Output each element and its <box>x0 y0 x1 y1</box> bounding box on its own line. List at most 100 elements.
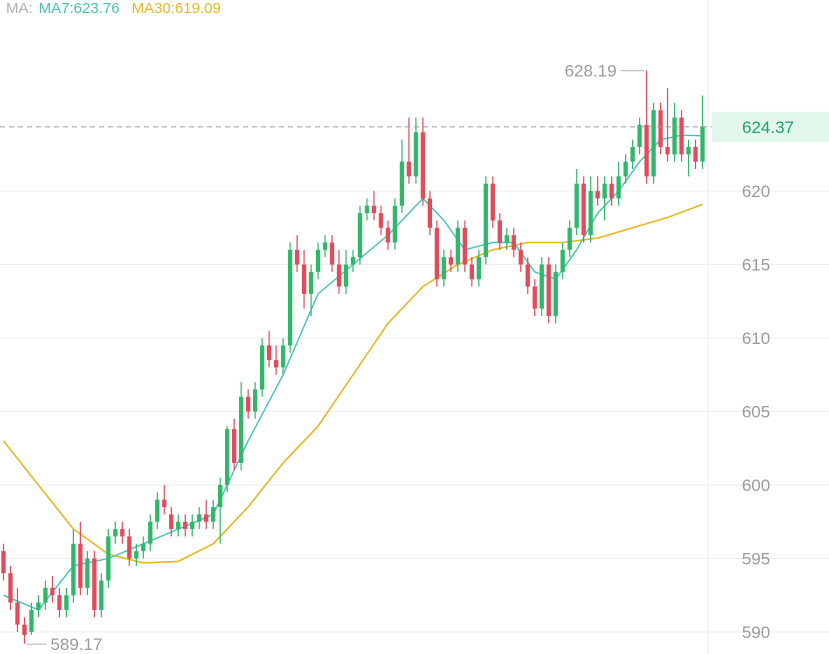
candle[interactable] <box>490 176 495 228</box>
candle[interactable] <box>483 176 488 265</box>
candle[interactable] <box>204 499 209 530</box>
candle[interactable] <box>448 249 454 272</box>
candle[interactable] <box>252 382 258 419</box>
candle[interactable] <box>106 529 111 588</box>
candle[interactable] <box>602 176 607 221</box>
candle[interactable] <box>197 507 202 530</box>
candle[interactable] <box>392 198 398 250</box>
candle[interactable] <box>287 242 293 353</box>
candle[interactable] <box>350 249 356 272</box>
candle[interactable] <box>148 514 153 552</box>
candle[interactable] <box>1 543 6 581</box>
candle[interactable] <box>162 484 167 515</box>
candle[interactable] <box>183 514 188 537</box>
candle[interactable] <box>15 587 20 632</box>
candle[interactable] <box>50 576 55 603</box>
candle[interactable] <box>616 161 621 206</box>
candle[interactable] <box>43 580 48 610</box>
candle[interactable] <box>259 338 265 397</box>
candle[interactable] <box>574 169 579 236</box>
candle[interactable] <box>532 279 537 316</box>
candle[interactable] <box>22 617 27 644</box>
candle[interactable] <box>427 191 433 236</box>
candle[interactable] <box>609 176 614 206</box>
candle[interactable] <box>336 249 342 294</box>
candle[interactable] <box>280 338 286 375</box>
candle[interactable] <box>630 139 635 170</box>
candle[interactable] <box>308 264 314 316</box>
candle[interactable] <box>651 102 656 184</box>
candle[interactable] <box>420 117 426 206</box>
candle[interactable] <box>120 521 125 544</box>
candle[interactable] <box>518 242 523 272</box>
candle[interactable] <box>686 139 691 177</box>
candle[interactable] <box>273 345 279 375</box>
candle[interactable] <box>211 499 216 530</box>
candle[interactable] <box>385 220 391 250</box>
candle[interactable] <box>476 249 481 287</box>
candle[interactable] <box>357 205 363 265</box>
candle[interactable] <box>266 330 272 368</box>
candle[interactable] <box>588 176 593 243</box>
candle[interactable] <box>141 536 146 559</box>
candle[interactable] <box>176 514 181 537</box>
candle[interactable] <box>581 176 586 243</box>
candle[interactable] <box>665 88 670 162</box>
candle[interactable] <box>155 492 160 530</box>
candle[interactable] <box>413 117 419 184</box>
candle[interactable] <box>64 587 69 618</box>
candle[interactable] <box>29 602 34 635</box>
candle[interactable] <box>462 220 468 272</box>
candle[interactable] <box>57 587 62 618</box>
candle[interactable] <box>434 220 440 287</box>
candle[interactable] <box>322 235 328 258</box>
candle[interactable] <box>455 220 461 272</box>
candle[interactable] <box>399 139 405 214</box>
candle[interactable] <box>378 205 384 236</box>
candle[interactable] <box>8 565 13 610</box>
candle[interactable] <box>637 117 642 155</box>
candle[interactable] <box>36 595 41 618</box>
candle[interactable] <box>553 264 558 324</box>
candle[interactable] <box>301 249 307 309</box>
candle[interactable] <box>693 139 698 170</box>
candle[interactable] <box>644 70 649 184</box>
candle[interactable] <box>364 198 370 221</box>
candle[interactable] <box>190 514 195 537</box>
candle[interactable] <box>560 242 565 280</box>
candle[interactable] <box>595 176 600 206</box>
candle[interactable] <box>700 95 705 170</box>
candle[interactable] <box>225 426 230 493</box>
candle[interactable] <box>99 573 104 618</box>
candle[interactable] <box>567 220 572 258</box>
candle[interactable] <box>441 249 447 287</box>
candle[interactable] <box>343 249 349 294</box>
candle[interactable] <box>658 102 663 155</box>
candle[interactable] <box>511 227 516 258</box>
candle[interactable] <box>245 389 251 419</box>
candle[interactable] <box>134 543 139 566</box>
candle[interactable] <box>539 257 544 316</box>
candle[interactable] <box>78 521 83 596</box>
candle[interactable] <box>371 191 377 221</box>
candle[interactable] <box>525 257 530 294</box>
candle[interactable] <box>497 213 502 250</box>
candle[interactable] <box>546 257 551 324</box>
candle[interactable] <box>169 507 174 537</box>
candle[interactable] <box>672 102 677 162</box>
candle[interactable] <box>406 117 412 184</box>
candle[interactable] <box>329 235 335 272</box>
candle[interactable] <box>504 227 509 250</box>
candle[interactable] <box>469 257 474 287</box>
candle[interactable] <box>113 521 118 544</box>
candle[interactable] <box>71 529 76 603</box>
candle[interactable] <box>315 242 321 280</box>
candle[interactable] <box>85 551 90 596</box>
candle[interactable] <box>238 382 244 471</box>
candle[interactable] <box>218 477 223 544</box>
candle[interactable] <box>92 551 97 618</box>
candle[interactable] <box>679 110 684 162</box>
candle[interactable] <box>127 529 132 566</box>
candle[interactable] <box>232 418 237 471</box>
